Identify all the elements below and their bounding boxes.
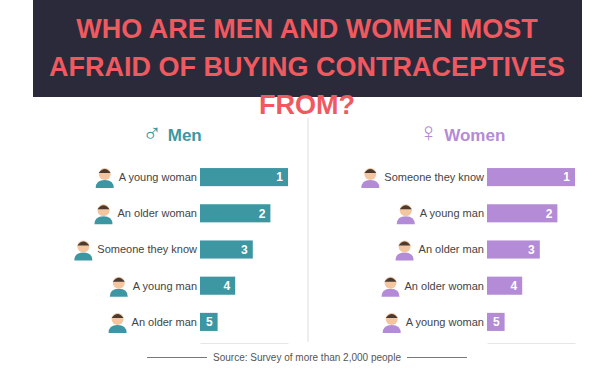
data-label: 3 <box>528 243 535 257</box>
avatar-body <box>96 180 114 188</box>
title-line: AFRAID OF BUYING CONTRACEPTIVES <box>49 52 565 82</box>
bar <box>200 240 253 258</box>
avatar-head <box>386 313 398 325</box>
category-label: Someone they know <box>97 243 197 255</box>
bars <box>487 168 575 331</box>
avatar <box>396 241 414 261</box>
avatar-head <box>385 277 397 289</box>
avatar-head <box>98 204 110 216</box>
avatar-head <box>399 241 411 253</box>
avatar-hair <box>364 169 376 173</box>
avatar <box>96 168 114 188</box>
bar <box>200 277 235 295</box>
source: Source: Survey of more than 2,000 people <box>213 352 401 363</box>
panel-title-symbol: ♂ <box>142 117 162 147</box>
bar <box>200 313 218 331</box>
avatar-hair <box>99 169 111 173</box>
category-label: An older man <box>132 316 197 328</box>
bar <box>487 168 575 186</box>
avatar-hair <box>112 314 124 318</box>
avatar-hair <box>113 278 125 282</box>
source-rule <box>407 357 467 358</box>
avatar <box>397 204 415 224</box>
x-axis <box>201 343 289 344</box>
panel-title-word: Women <box>444 126 505 145</box>
avatar-head <box>99 168 111 180</box>
data-label: 1 <box>563 170 570 184</box>
data-label: 1 <box>276 170 283 184</box>
avatar-body <box>382 289 400 297</box>
category-label: Someone they know <box>384 171 484 183</box>
category-label: An older man <box>419 243 484 255</box>
avatar-body <box>383 325 401 333</box>
panel-title: ♂ Men <box>142 117 202 147</box>
avatar-body <box>95 216 113 224</box>
avatar-head <box>77 241 89 253</box>
data-label: 4 <box>224 279 231 293</box>
category-label: A young woman <box>119 171 197 183</box>
x-axis <box>488 343 576 344</box>
avatar-head <box>112 313 124 325</box>
avatar-hair <box>399 242 411 246</box>
avatar-body <box>110 289 128 297</box>
avatar <box>74 241 92 261</box>
category-label: An older woman <box>118 207 198 219</box>
avatar-hair <box>385 278 397 282</box>
source-rule <box>147 357 207 358</box>
data-label: 2 <box>546 207 553 221</box>
data-label: 3 <box>241 243 248 257</box>
data-label: 4 <box>511 279 518 293</box>
avatar-hair <box>400 205 412 209</box>
bar <box>487 277 522 295</box>
data-label: 5 <box>493 315 500 329</box>
avatar-body <box>397 216 415 224</box>
avatar-head <box>113 277 125 289</box>
title-line: FROM? <box>259 90 355 120</box>
title: WHO ARE MEN AND WOMEN MOST AFRAID OF BUYI… <box>49 14 565 120</box>
avatar-body <box>109 325 127 333</box>
avatar-head <box>364 168 376 180</box>
avatar-hair <box>98 205 110 209</box>
avatar <box>95 204 113 224</box>
divider <box>308 118 309 342</box>
avatar <box>110 277 128 297</box>
bar <box>487 313 505 331</box>
avatar-hair <box>77 242 89 246</box>
category-label: A young man <box>133 280 197 292</box>
axis-line <box>488 343 576 344</box>
data-label: 2 <box>259 207 266 221</box>
title-banner <box>33 0 582 97</box>
chart-container: WHO ARE MEN AND WOMEN MOST AFRAID OF BUYI… <box>0 0 614 370</box>
bars <box>200 168 288 331</box>
category-label: An older woman <box>405 280 485 292</box>
category-label: A young man <box>420 207 484 219</box>
panel: ♀ Women 1 2 3 4 5 Someone they know A young man A… <box>361 117 575 344</box>
bar <box>200 204 270 222</box>
data-label: 5 <box>206 315 213 329</box>
bar <box>487 240 540 258</box>
avatar <box>109 313 127 333</box>
avatar <box>361 168 379 188</box>
bar <box>200 168 288 186</box>
axis-line <box>201 343 289 344</box>
panel-title-word: Men <box>168 126 202 145</box>
panel: ♂ Men 1 2 3 4 5 A young woman An older woman Some… <box>74 117 288 344</box>
avatar-hair <box>386 314 398 318</box>
avatar <box>383 313 401 333</box>
avatar-body <box>396 253 414 261</box>
bar <box>487 204 557 222</box>
title-line: WHO ARE MEN AND WOMEN MOST <box>76 14 538 44</box>
avatar-body <box>361 180 379 188</box>
category-label: A young woman <box>406 316 484 328</box>
panel-title: ♀ Women <box>419 117 506 147</box>
avatar <box>382 277 400 297</box>
panel-title-symbol: ♀ <box>419 117 439 147</box>
chart-svg: WHO ARE MEN AND WOMEN MOST AFRAID OF BUYI… <box>0 0 614 370</box>
avatar-head <box>400 204 412 216</box>
avatar-body <box>74 253 92 261</box>
